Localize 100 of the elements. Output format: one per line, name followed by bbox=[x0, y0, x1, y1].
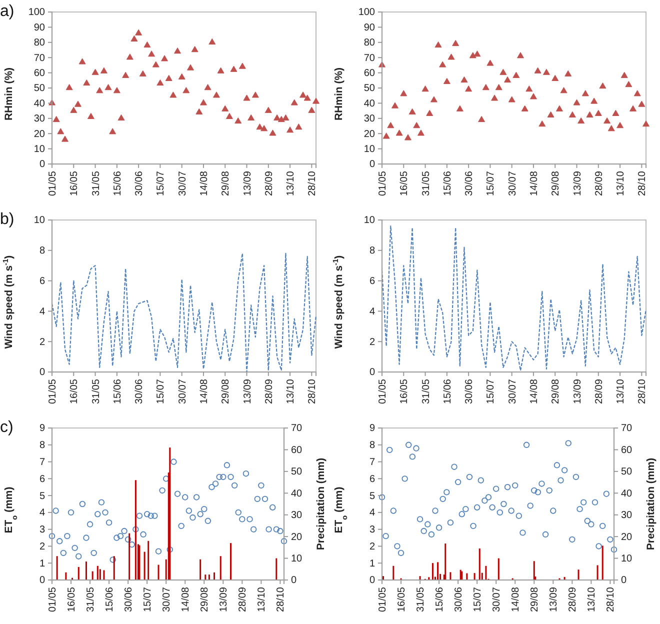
x-tick-label: 01/05 bbox=[378, 586, 388, 612]
x-tick-label: 16/05 bbox=[399, 170, 410, 196]
x-tick-label: 28/09 bbox=[264, 170, 275, 196]
y-tick-label: 2 bbox=[39, 541, 46, 552]
y-tick-label: 100 bbox=[358, 7, 376, 18]
x-tick-label: 28/10 bbox=[637, 378, 648, 404]
y2-tick-label: 10 bbox=[291, 553, 303, 564]
x-tick-label: 15/06 bbox=[112, 170, 124, 196]
y2-tick-label: 20 bbox=[291, 532, 303, 543]
x-tick-label: 13/09 bbox=[548, 586, 560, 612]
y-tick-label: 2 bbox=[369, 336, 376, 348]
y-tick-label: 0 bbox=[369, 159, 376, 170]
y-tick-label: 8 bbox=[369, 440, 376, 452]
x-tick-label: 15/07 bbox=[142, 586, 154, 612]
y2-tick-label: 10 bbox=[621, 553, 633, 564]
y-tick-label: 9 bbox=[369, 423, 376, 434]
x-tick-label: 01/05 bbox=[378, 170, 388, 196]
x-tick-label: 14/08 bbox=[180, 586, 192, 612]
x-tick-label: 13/09 bbox=[242, 170, 254, 196]
y-tick-label: 7 bbox=[369, 456, 376, 468]
y-tick-label: 20 bbox=[34, 128, 46, 140]
x-tick-label: 14/08 bbox=[510, 586, 522, 612]
x-tick-label: 30/07 bbox=[162, 586, 173, 612]
x-tick-label: 15/06 bbox=[442, 170, 454, 196]
y-tick-label: 0 bbox=[39, 367, 46, 378]
x-tick-label: 28/10 bbox=[606, 586, 617, 612]
line-series bbox=[381, 226, 647, 372]
y-tick-label: 50 bbox=[364, 83, 376, 94]
x-tick-label: 28/10 bbox=[307, 170, 318, 196]
x-tick-label: 31/05 bbox=[420, 170, 432, 196]
y-tick-label: 100 bbox=[28, 7, 46, 18]
x-tick-label: 31/05 bbox=[416, 586, 427, 612]
y-tick-label: 10 bbox=[364, 215, 376, 226]
x-tick-label: 15/07 bbox=[156, 170, 167, 196]
x-tick-label: 30/07 bbox=[177, 170, 188, 196]
y2-tick-label: 40 bbox=[621, 488, 633, 500]
y2-tick-label: 70 bbox=[291, 423, 303, 434]
y-tick-label: 3 bbox=[39, 524, 46, 536]
y2-tick-label: 70 bbox=[621, 423, 633, 434]
line-series bbox=[51, 252, 317, 373]
y-tick-label: 40 bbox=[364, 98, 376, 110]
x-tick-label: 30/06 bbox=[124, 586, 135, 612]
y-tick-label: 10 bbox=[364, 144, 376, 155]
y-tick-label: 0 bbox=[39, 575, 46, 586]
y-tick-label: 6 bbox=[369, 474, 376, 485]
x-tick-label: 13/10 bbox=[616, 170, 627, 196]
y2-tick-label: 50 bbox=[621, 466, 633, 478]
x-tick-label: 13/10 bbox=[286, 378, 297, 404]
x-tick-label: 30/06 bbox=[464, 378, 476, 404]
y-tick-label: 6 bbox=[369, 276, 376, 287]
y-tick-label: 8 bbox=[39, 246, 46, 257]
y2-tick-label: 30 bbox=[621, 510, 633, 522]
y-tick-label: 5 bbox=[39, 490, 46, 502]
x-tick-label: 16/05 bbox=[69, 378, 80, 404]
x-tick-label: 13/09 bbox=[572, 378, 584, 404]
x-tick-label: 28/09 bbox=[238, 586, 249, 612]
y-tick-label: 80 bbox=[364, 38, 376, 49]
x-tick-label: 28/10 bbox=[307, 378, 318, 404]
x-tick-label: 29/08 bbox=[220, 170, 232, 196]
x-tick-label: 14/08 bbox=[198, 170, 210, 196]
y-tick-label: 60 bbox=[364, 68, 376, 79]
x-tick-label: 30/07 bbox=[507, 170, 518, 196]
y2-tick-label: 40 bbox=[291, 488, 303, 500]
x-tick-label: 31/05 bbox=[90, 378, 102, 404]
y2-tick-label: 60 bbox=[291, 444, 303, 456]
y-tick-label: 40 bbox=[34, 98, 46, 110]
x-tick-label: 14/08 bbox=[528, 170, 540, 196]
x-tick-label: 15/06 bbox=[104, 586, 116, 612]
x-tick-label: 13/09 bbox=[572, 170, 584, 196]
y-tick-label: 80 bbox=[34, 38, 46, 49]
x-tick-label: 13/10 bbox=[286, 170, 297, 196]
x-tick-label: 16/05 bbox=[399, 378, 410, 404]
y-tick-label: 9 bbox=[39, 423, 46, 434]
y-tick-label: 90 bbox=[34, 22, 46, 34]
y-tick-label: 4 bbox=[39, 508, 46, 519]
x-tick-label: 31/05 bbox=[86, 586, 97, 612]
x-tick-label: 15/06 bbox=[442, 378, 454, 404]
y-tick-label: 10 bbox=[34, 144, 46, 155]
y-tick-label: 30 bbox=[34, 114, 46, 125]
x-tick-label: 29/08 bbox=[200, 586, 211, 612]
y-tick-label: 90 bbox=[364, 22, 376, 34]
x-tick-label: 30/07 bbox=[492, 586, 503, 612]
y2-axis-title: Precipitation (mm) bbox=[315, 458, 327, 550]
y-tick-label: 30 bbox=[364, 114, 376, 125]
y-tick-label: 5 bbox=[369, 490, 376, 502]
x-tick-label: 01/05 bbox=[378, 378, 388, 404]
x-tick-label: 13/10 bbox=[256, 586, 268, 612]
y-tick-label: 8 bbox=[369, 246, 376, 257]
y-tick-label: 7 bbox=[39, 456, 46, 468]
y-tick-label: 2 bbox=[39, 336, 46, 348]
x-tick-label: 14/08 bbox=[198, 378, 210, 404]
y-tick-label: 0 bbox=[369, 575, 376, 586]
y-tick-label: 4 bbox=[369, 306, 376, 318]
x-tick-label: 30/07 bbox=[177, 378, 188, 404]
x-tick-label: 01/05 bbox=[48, 586, 58, 612]
y-tick-label: 50 bbox=[34, 83, 46, 94]
text: a) bbox=[0, 3, 14, 20]
x-tick-label: 28/10 bbox=[637, 170, 648, 196]
y-tick-label: 8 bbox=[39, 440, 46, 452]
x-tick-label: 28/09 bbox=[264, 378, 275, 404]
